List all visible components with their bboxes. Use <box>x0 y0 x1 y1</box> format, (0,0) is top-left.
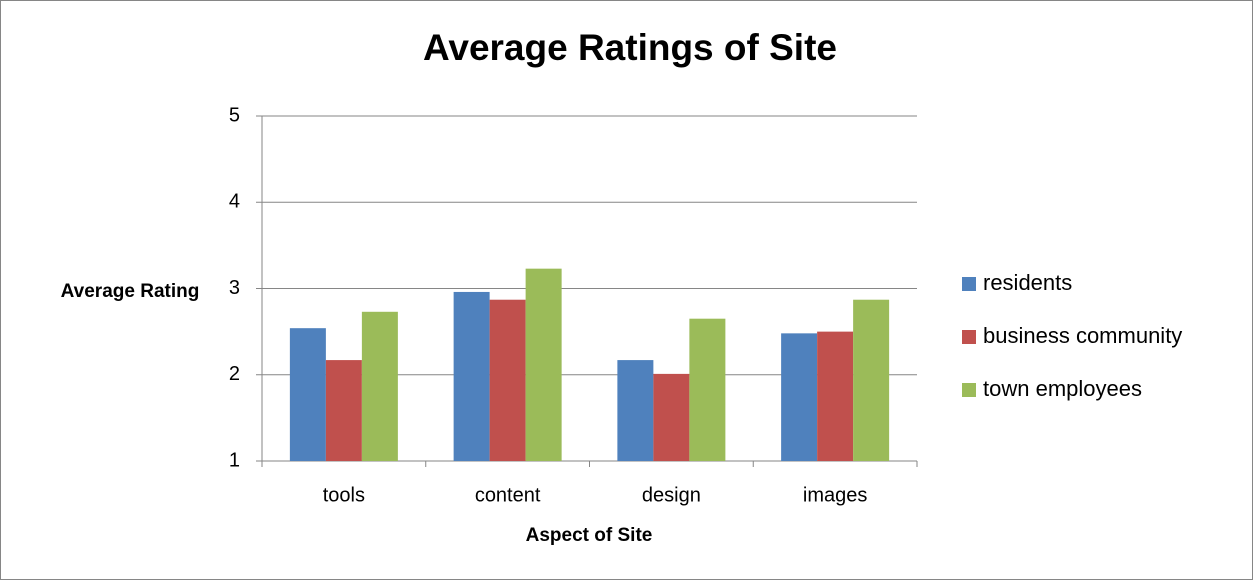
x-axis-title: Aspect of Site <box>526 525 653 546</box>
x-tick-label: content <box>475 484 541 506</box>
legend-swatch <box>962 277 976 291</box>
legend-swatch <box>962 383 976 397</box>
bar <box>325 360 362 461</box>
y-axis-title: Average Rating <box>61 281 200 302</box>
chart-title: Average Ratings of Site <box>423 27 837 68</box>
y-tick-label: 3 <box>229 277 240 299</box>
legend-label: town employees <box>983 376 1142 401</box>
x-tick-label: tools <box>323 484 365 506</box>
y-tick-label: 4 <box>229 191 240 213</box>
bar <box>689 318 726 461</box>
bar <box>853 299 890 461</box>
x-tick-label: design <box>642 484 701 506</box>
y-tick-label: 1 <box>229 449 240 471</box>
bar <box>817 331 854 461</box>
legend-swatch <box>962 330 976 344</box>
bar <box>453 291 490 461</box>
y-tick-label: 2 <box>229 363 240 385</box>
legend-label: residents <box>983 270 1072 295</box>
bar <box>617 360 654 461</box>
bar <box>361 311 398 461</box>
bar <box>525 268 562 461</box>
bar <box>781 333 818 461</box>
bar <box>653 373 690 461</box>
legend-label: business community <box>983 323 1182 348</box>
bar <box>489 299 526 461</box>
x-tick-label: images <box>803 484 867 506</box>
y-tick-label: 5 <box>229 104 240 126</box>
bar <box>289 328 326 461</box>
